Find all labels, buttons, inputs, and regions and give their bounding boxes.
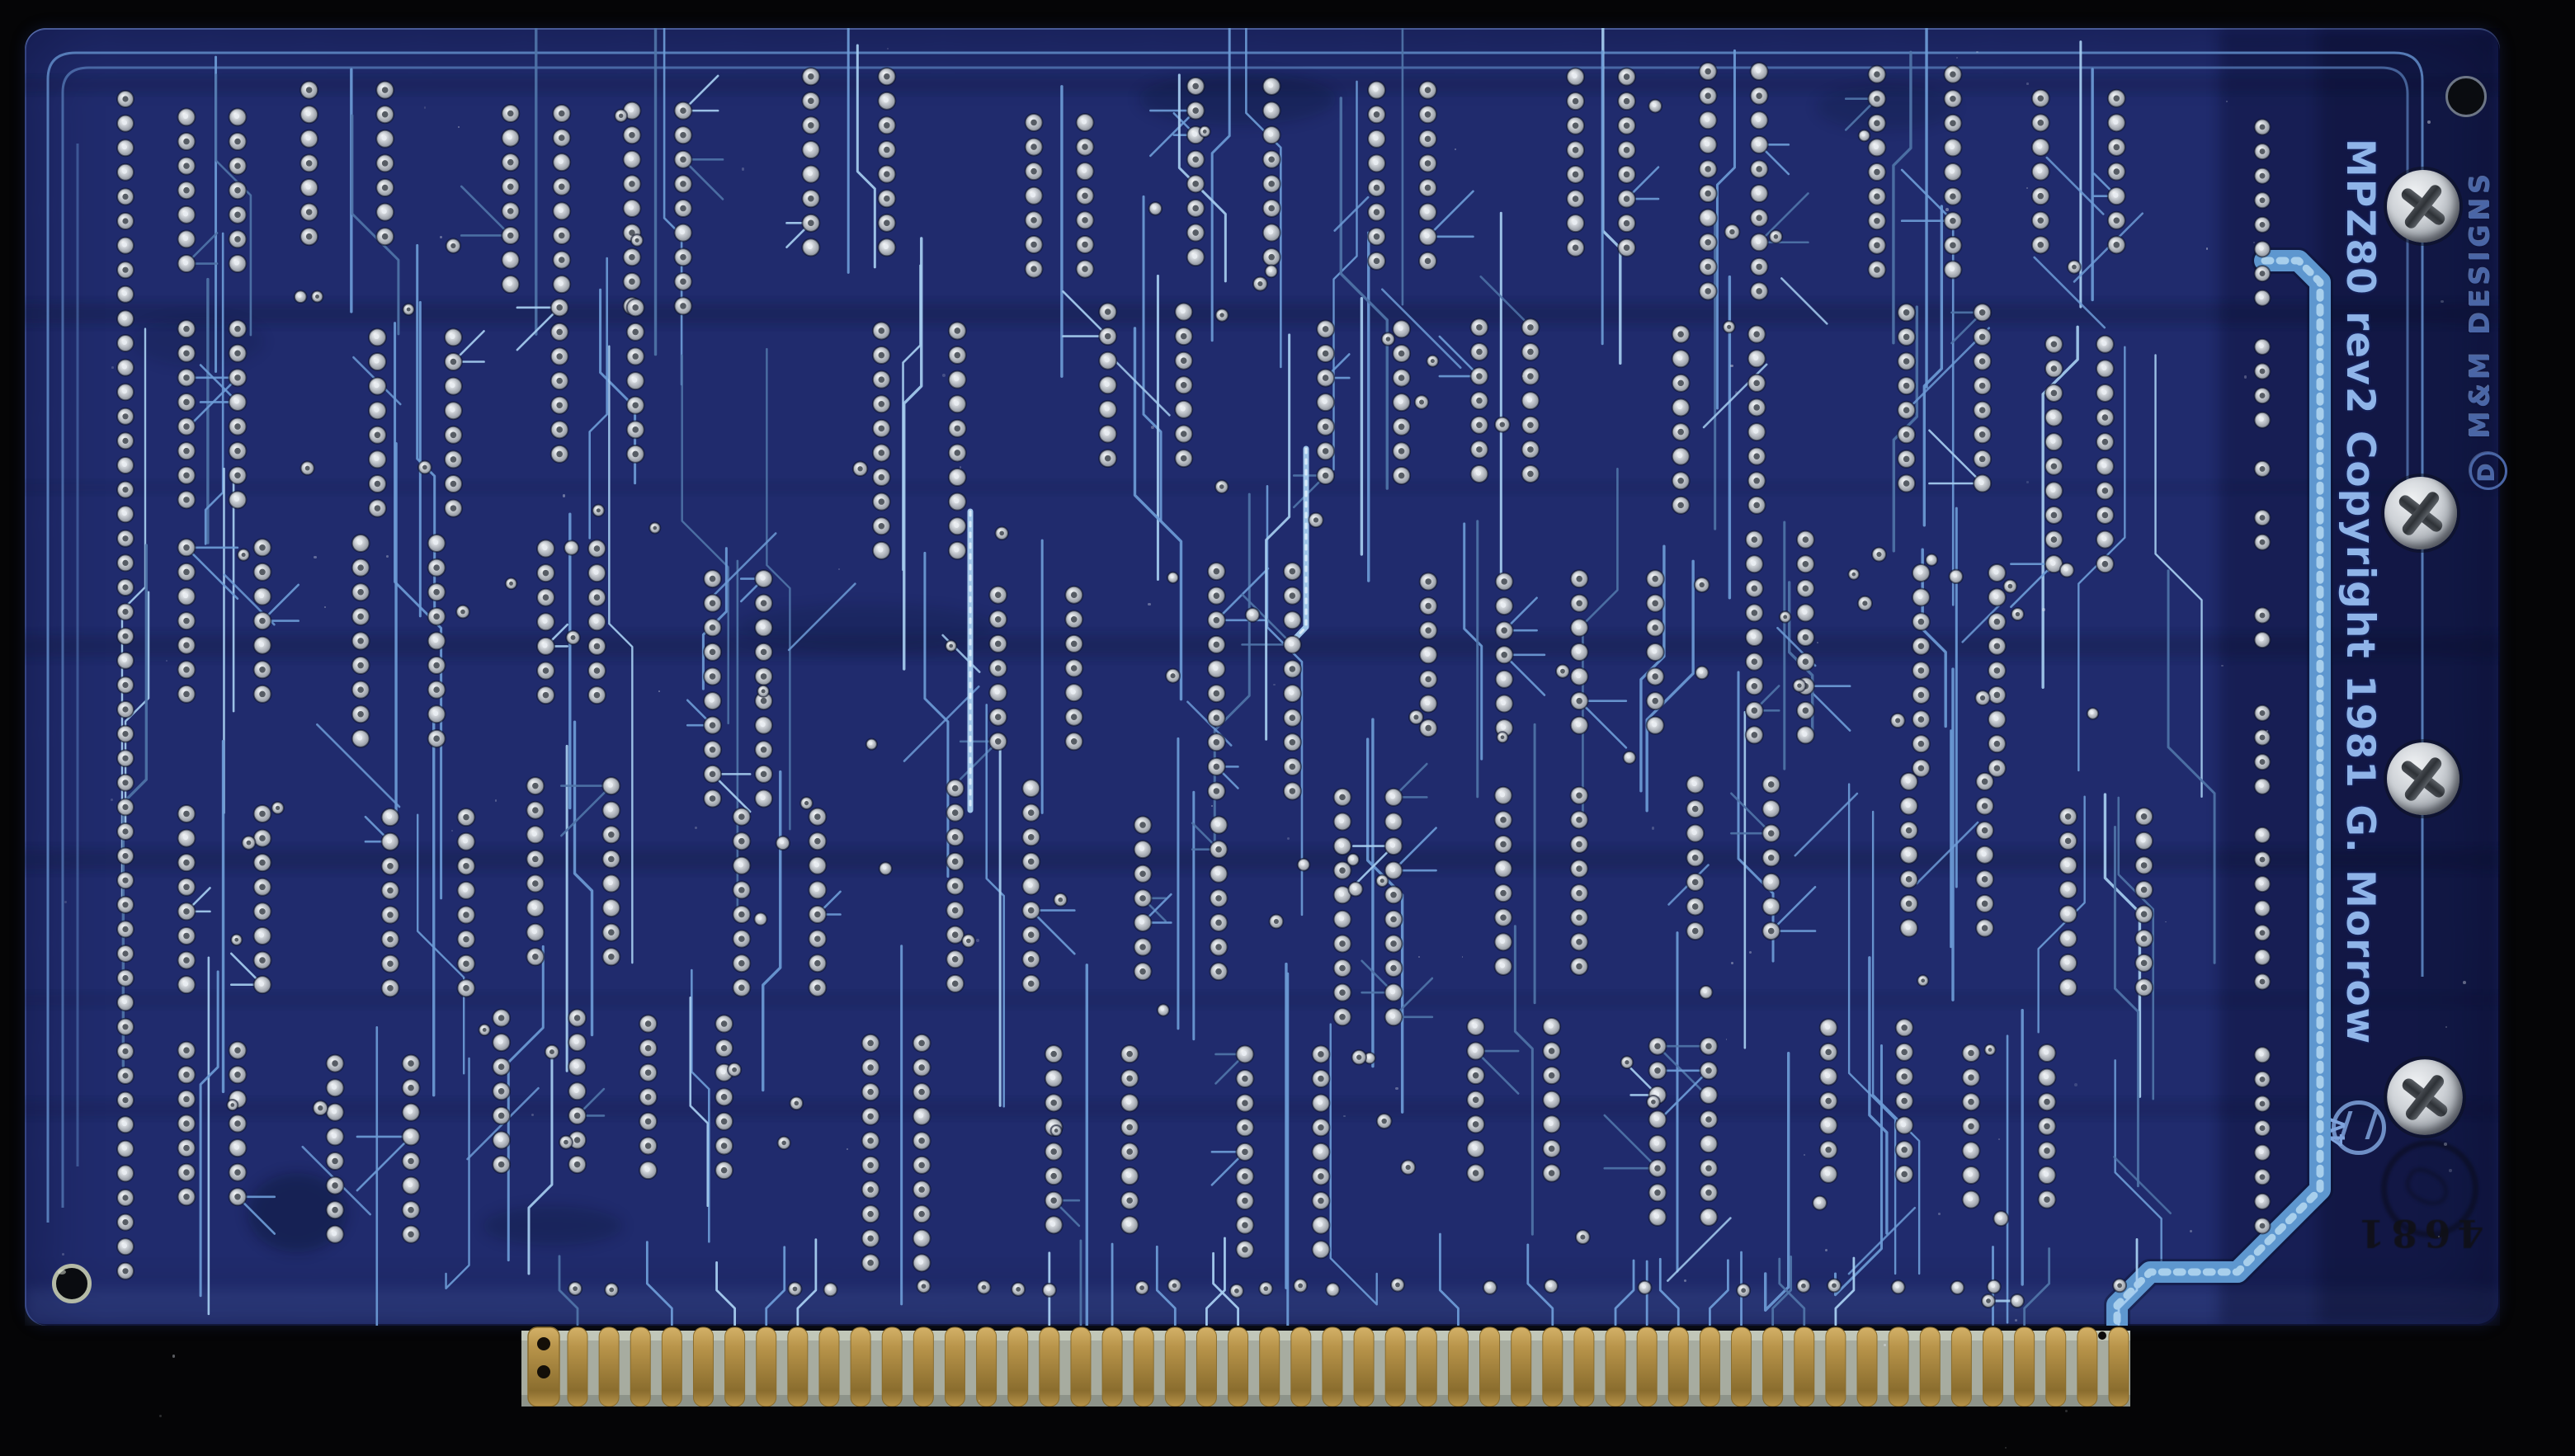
gold-finger xyxy=(1762,1326,1784,1407)
laminate-shading xyxy=(25,28,2500,1326)
ink-stamp-number: 4681 xyxy=(2351,1211,2484,1256)
s100-edge-connector xyxy=(521,1324,2130,1407)
gold-finger xyxy=(1950,1326,1972,1407)
gold-finger xyxy=(1667,1326,1689,1407)
gold-finger xyxy=(1322,1326,1343,1407)
gold-finger xyxy=(818,1326,840,1407)
gold-finger xyxy=(1353,1326,1375,1407)
gold-finger xyxy=(1983,1326,2004,1407)
maker-mark: D M&M DESIGNS xyxy=(2464,171,2507,490)
gold-finger xyxy=(1101,1326,1123,1407)
dust-speck xyxy=(2005,1447,2007,1449)
gold-finger xyxy=(1573,1326,1595,1407)
gold-finger xyxy=(1479,1326,1501,1407)
solder-pads xyxy=(116,62,2271,1308)
gold-finger xyxy=(1542,1326,1563,1407)
gold-finger xyxy=(661,1326,682,1407)
gold-finger xyxy=(2077,1326,2098,1407)
gold-finger xyxy=(2014,1326,2035,1407)
phillips-screw xyxy=(2384,477,2457,549)
certification-mark-text: 4V xyxy=(2328,1117,2350,1147)
gold-finger xyxy=(1699,1326,1720,1407)
gold-finger xyxy=(881,1326,903,1407)
pcb-solder-side: MPZ80 rev2 Copyright 1981 G. Morrow D M&M… xyxy=(25,28,2507,1326)
certification-logo-icon xyxy=(2332,1100,2386,1155)
dust-speck xyxy=(158,1414,163,1418)
gold-finger xyxy=(2045,1326,2067,1407)
maker-mark-text: M&M DESIGNS xyxy=(2464,170,2496,439)
dust-speck xyxy=(172,1355,175,1358)
gold-finger xyxy=(1605,1326,1626,1407)
gold-finger xyxy=(598,1326,620,1407)
gold-finger xyxy=(1731,1326,1752,1407)
gold-finger xyxy=(1259,1326,1280,1407)
gold-finger xyxy=(1447,1326,1469,1407)
gold-finger xyxy=(976,1326,997,1407)
phillips-screw xyxy=(2387,1059,2463,1135)
gold-finger xyxy=(1007,1326,1029,1407)
gold-finger xyxy=(1888,1326,1909,1407)
maker-logo-circled-letter: D xyxy=(2469,452,2507,490)
mounting-hole-bottom-left xyxy=(52,1264,92,1303)
gold-finger xyxy=(1196,1326,1217,1407)
phillips-screw xyxy=(2387,170,2459,243)
dust-speck xyxy=(2065,1409,2068,1412)
phillips-screw xyxy=(2387,742,2459,815)
gold-finger xyxy=(1794,1326,1815,1407)
border-ground-ring xyxy=(46,51,2424,1223)
gold-finger xyxy=(1636,1326,1658,1407)
gold-finger xyxy=(630,1326,651,1407)
gold-finger xyxy=(850,1326,871,1407)
silkscreen-legend: MPZ80 rev2 Copyright 1981 G. Morrow xyxy=(2337,139,2383,1046)
gold-finger xyxy=(1228,1326,1249,1407)
stains xyxy=(132,73,1956,1252)
gold-finger xyxy=(1290,1326,1312,1407)
gold-finger xyxy=(1133,1326,1154,1407)
gold-finger xyxy=(1070,1326,1092,1407)
connector-key-pad xyxy=(527,1326,560,1407)
gold-finger xyxy=(1511,1326,1532,1407)
gold-finger xyxy=(944,1326,965,1407)
gold-finger xyxy=(1039,1326,1060,1407)
gold-finger xyxy=(1825,1326,1846,1407)
pcb-artwork-layer xyxy=(25,28,2500,1326)
gold-finger xyxy=(2108,1326,2129,1407)
gold-finger xyxy=(724,1326,746,1407)
gold-finger xyxy=(1919,1326,1941,1407)
gold-finger xyxy=(913,1326,934,1407)
gold-finger xyxy=(1856,1326,1878,1407)
gold-finger xyxy=(787,1326,809,1407)
gold-finger xyxy=(567,1326,588,1407)
circular-ink-stamp xyxy=(2381,1140,2478,1237)
mounting-hole-top-right xyxy=(2445,76,2487,117)
gold-finger xyxy=(692,1326,714,1407)
gold-finger xyxy=(1164,1326,1186,1407)
gold-finger xyxy=(756,1326,777,1407)
gold-finger xyxy=(1416,1326,1437,1407)
gold-finger xyxy=(1384,1326,1406,1407)
